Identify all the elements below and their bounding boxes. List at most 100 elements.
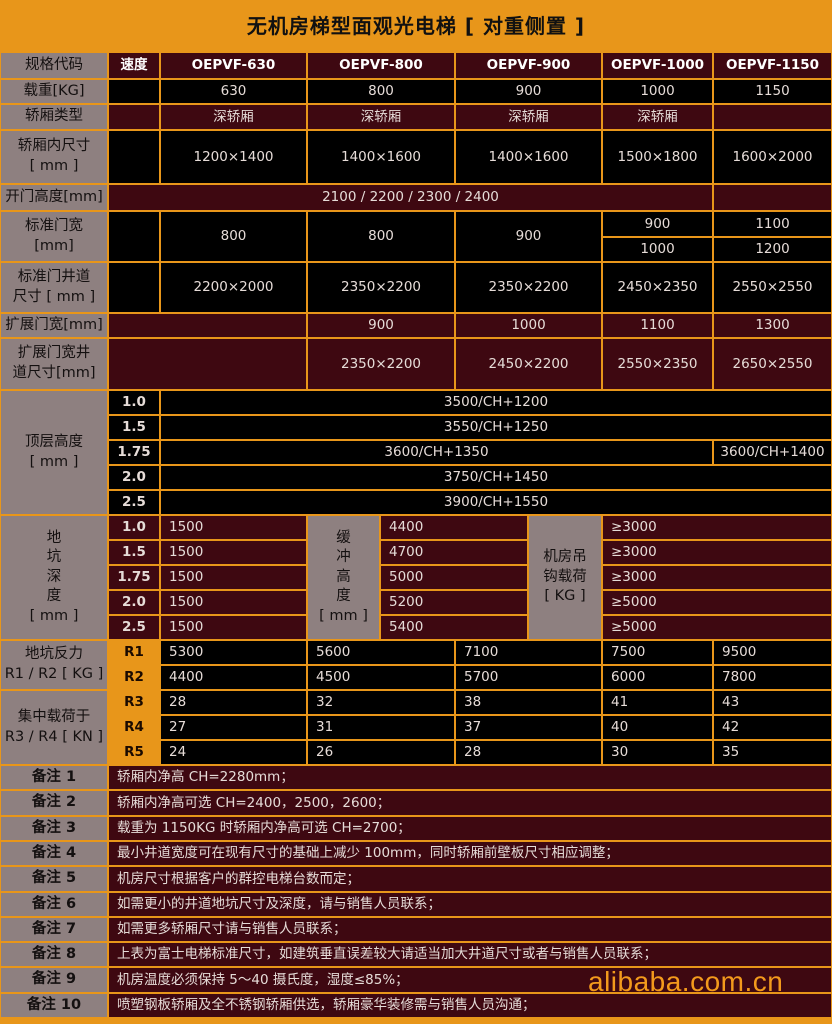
note-text: 轿厢内净高 CH=2280mm； [109,766,831,789]
table-cell: 5300 [161,641,306,664]
table-cell: 2550×2350 [603,339,712,389]
table-cell: 5600 [308,641,454,664]
table-cell: 4400 [161,666,306,689]
table-cell: ≥3000 [603,516,831,539]
row-label: 开门高度[mm] [1,185,107,210]
empty-cell [109,339,306,389]
table-cell: 4700 [381,541,527,564]
table-cell: 5200 [381,591,527,614]
table-cell: 31 [308,716,454,739]
speed-cell: 1.5 [109,416,159,439]
table-cell: 1500 [161,566,306,589]
table-cell: 32 [308,691,454,714]
table-cell: ≥5000 [603,591,831,614]
note-label: 备注 7 [1,918,107,941]
code-cell: R4 [109,716,159,739]
table-cell: 28 [456,741,601,764]
row-label: 轿厢内尺寸 [ mm ] [1,131,107,183]
row-label: 机房吊 钩载荷 [ KG ] [529,516,601,639]
table-cell: 深轿厢 [456,105,601,129]
table-cell: 2350×2200 [308,339,454,389]
note-text: 如需更多轿厢尺寸请与销售人员联系； [109,918,831,941]
empty-cell [109,212,159,261]
note-label: 备注 5 [1,867,107,891]
speed-cell: 2.5 [109,491,159,514]
speed-cell: 2.5 [109,616,159,639]
table-cell: 5400 [381,616,527,639]
empty-cell [109,263,159,312]
table-cell: 30 [603,741,712,764]
table-cell: 1000 [603,80,712,103]
row-label: 地坑反力 R1 / R2 [ KG ] [1,641,107,689]
row-label: 轿厢类型 [1,105,107,129]
table-cell: 9500 [714,641,831,664]
table-cell: 1500 [161,591,306,614]
note-text: 喷塑钢板轿厢及全不锈钢轿厢供选，轿厢豪华装修需与销售人员沟通； [109,994,831,1017]
table-cell: 900 [456,212,601,261]
column-header: OEPVF-1150 [714,53,831,78]
speed-cell: 2.0 [109,466,159,489]
note-text: 载重为 1150KG 时轿厢内净高可选 CH=2700； [109,817,831,840]
note-label: 备注 10 [1,994,107,1017]
table-cell: 43 [714,691,831,714]
table-cell: 1150 [714,80,831,103]
column-header: OEPVF-630 [161,53,306,78]
table-cell: 1000 [456,314,601,337]
row-label: 缓 冲 高 度 [ mm ] [308,516,379,639]
table-cell: 4500 [308,666,454,689]
note-text: 轿厢内净高可选 CH=2400，2500，2600； [109,791,831,815]
table-cell: ≥3000 [603,541,831,564]
note-label: 备注 9 [1,968,107,992]
empty-cell [714,185,831,210]
page-title: 无机房梯型面观光电梯 [ 对重侧置 ] [1,1,831,52]
speed-cell: 1.0 [109,516,159,539]
table-cell: 深轿厢 [603,105,712,129]
row-label: 扩展门宽[mm] [1,314,107,337]
table-cell: 2550×2550 [714,263,831,312]
table-cell: 3550/CH+1250 [161,416,831,439]
empty-cell [109,80,159,103]
table-cell: 26 [308,741,454,764]
table-cell: 2650×2550 [714,339,831,389]
table-cell: 24 [161,741,306,764]
row-label: 标准门宽 [mm] [1,212,107,261]
empty-cell [109,314,306,337]
column-header: 速度 [109,53,159,78]
empty-cell [714,105,831,129]
note-text: 如需更小的井道地坑尺寸及深度，请与销售人员联系； [109,893,831,916]
table-cell: 4400 [381,516,527,539]
table-cell: 3750/CH+1450 [161,466,831,489]
column-header: OEPVF-900 [456,53,601,78]
row-label: 载重[KG] [1,80,107,103]
note-label: 备注 6 [1,893,107,916]
table-cell: 2100 / 2200 / 2300 / 2400 [109,185,712,210]
speed-cell: 1.0 [109,391,159,414]
note-text: 机房温度必须保持 5～40 摄氏度，湿度≤85%； [109,968,831,992]
code-cell: R3 [109,691,159,714]
table-cell: 3600/CH+1400 [714,441,831,464]
table-cell: 1500 [161,541,306,564]
row-label: 标准门井道 尺寸 [ mm ] [1,263,107,312]
table-cell: 1400×1600 [308,131,454,183]
table-cell: 1100 [603,314,712,337]
table-cell: ≥5000 [603,616,831,639]
row-label: 顶层高度 [ mm ] [1,391,107,514]
table-cell: 38 [456,691,601,714]
table-cell: 3900/CH+1550 [161,491,831,514]
table-cell: 5700 [456,666,601,689]
table-cell: 3600/CH+1350 [161,441,712,464]
table-cell: 40 [603,716,712,739]
empty-cell [109,131,159,183]
table-cell: 2350×2200 [308,263,454,312]
table-cell: 800 [308,80,454,103]
empty-cell [109,105,159,129]
table-cell: 28 [161,691,306,714]
table-cell: 7800 [714,666,831,689]
note-label: 备注 1 [1,766,107,789]
column-header: OEPVF-1000 [603,53,712,78]
table-cell: 5000 [381,566,527,589]
table-cell: 42 [714,716,831,739]
table-cell: 1600×2000 [714,131,831,183]
code-cell: R5 [109,741,159,764]
code-cell: R1 [109,641,159,664]
